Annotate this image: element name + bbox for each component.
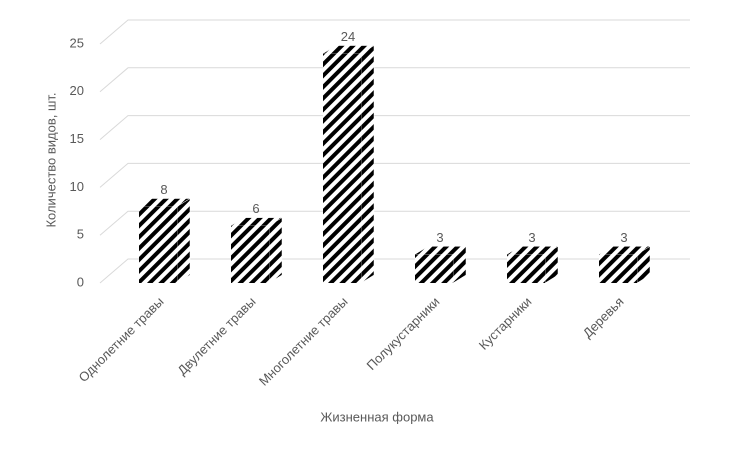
bar (231, 225, 269, 283)
bar (139, 206, 177, 283)
data-label: 6 (252, 201, 259, 216)
grid-line (99, 258, 690, 284)
x-tick-label: Однолетние травы (75, 294, 166, 385)
y-axis-title: Количество видов, шт. (43, 92, 58, 227)
y-tick-label: 0 (77, 274, 84, 289)
bar (507, 254, 545, 283)
x-tick-label: Полукустарники (364, 294, 443, 373)
y-tick-label: 15 (70, 131, 84, 146)
grid-line (99, 210, 690, 236)
bar-side (268, 217, 283, 284)
x-tick-label: Кустарники (476, 294, 535, 353)
bar (323, 53, 361, 284)
data-label: 3 (528, 230, 535, 245)
grid-line (99, 19, 690, 45)
x-tick-label: Деревья (580, 294, 627, 341)
grid-line (99, 162, 690, 188)
grid-line (99, 67, 690, 93)
x-tick-label: Многолетние травы (256, 294, 351, 389)
y-tick-label: 10 (70, 179, 84, 194)
x-tick-label: Двулетние травы (174, 294, 258, 378)
bar-side (176, 198, 191, 284)
data-label: 3 (620, 230, 627, 245)
x-axis-title: Жизненная форма (320, 409, 434, 424)
bar (599, 254, 637, 283)
y-tick-label: 25 (70, 35, 84, 50)
bar (415, 254, 453, 283)
grid-line (99, 115, 690, 140)
y-tick-label: 20 (70, 83, 84, 98)
bar-side (360, 45, 375, 284)
data-label: 8 (160, 182, 167, 197)
data-label: 3 (436, 230, 443, 245)
y-tick-label: 5 (77, 227, 84, 242)
data-label: 24 (341, 29, 355, 44)
